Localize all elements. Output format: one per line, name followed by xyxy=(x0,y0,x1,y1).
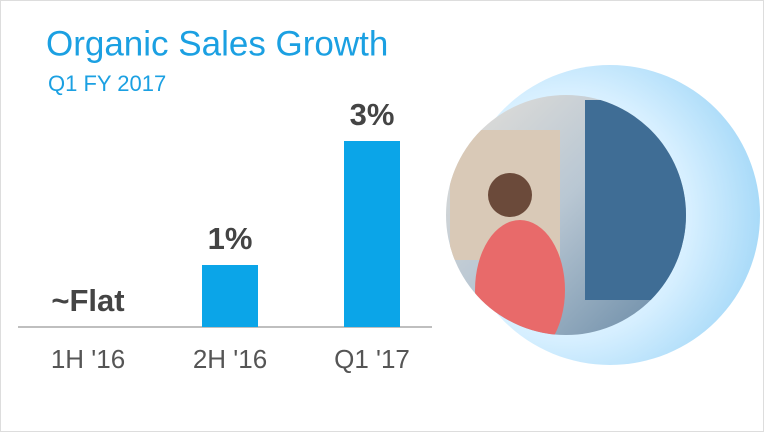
shopper-head xyxy=(488,173,532,217)
x-tick-label: 2H '16 xyxy=(193,344,267,374)
x-tick-label: 1H '16 xyxy=(51,344,125,374)
value-label: 3% xyxy=(350,97,395,132)
value-label: 1% xyxy=(208,221,253,256)
store-photo xyxy=(446,95,686,335)
bar xyxy=(202,265,258,327)
chart-title: Organic Sales Growth xyxy=(46,24,388,63)
chart-subtitle: Q1 FY 2017 xyxy=(48,71,166,96)
value-label: ~Flat xyxy=(51,283,124,318)
x-tick-label: Q1 '17 xyxy=(334,344,410,374)
bar xyxy=(344,141,400,327)
